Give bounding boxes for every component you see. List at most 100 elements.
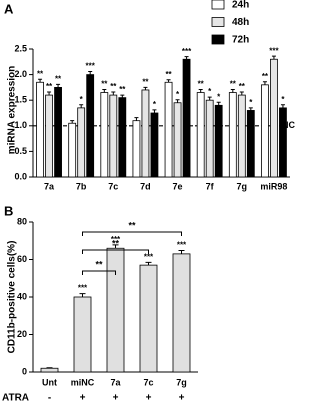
legend-label: 48h: [232, 17, 249, 28]
significance-label: **: [37, 69, 44, 78]
error-bar: [79, 104, 84, 108]
significance-label: ***: [177, 241, 187, 250]
treatment-label: ATRA: [2, 393, 29, 404]
error-bar: [175, 99, 180, 103]
x-tick-label: miNC: [71, 377, 95, 387]
bar: [279, 107, 287, 178]
legend-label: 24h: [232, 0, 249, 11]
y-tick-label: 0: [22, 366, 27, 376]
error-bar: [46, 367, 53, 369]
error-bar: [166, 79, 171, 83]
x-tick-label: 7c: [108, 181, 118, 191]
legend-swatch: [211, 34, 225, 45]
significance-label: ***: [86, 62, 96, 71]
bar: [205, 99, 214, 178]
y-tick-label: 80: [17, 216, 27, 226]
treatment-sign: -: [48, 393, 51, 404]
error-bar: [111, 91, 116, 96]
x-tick-label: 7d: [140, 181, 151, 191]
error-bar: [120, 94, 125, 98]
legend-swatch: [211, 17, 225, 27]
error-bar: [271, 55, 276, 60]
significance-label: **: [55, 74, 62, 83]
treatment-sign: +: [146, 393, 152, 404]
figure: A B miRNA expression CD11b-positive cell…: [2, 0, 295, 404]
error-bar: [280, 104, 285, 108]
significance-label: **: [101, 80, 108, 89]
x-tick-label: 7e: [173, 181, 183, 191]
x-tick-label: 7a: [110, 377, 121, 387]
treatment-sign: +: [80, 393, 86, 404]
bar: [100, 92, 109, 178]
significance-label: *: [208, 87, 212, 96]
significance-label: *: [153, 100, 157, 109]
bar: [228, 92, 237, 178]
bar: [182, 58, 191, 178]
legend-label: 72h: [232, 35, 249, 46]
y-axis-label: miRNA expression: [7, 66, 18, 155]
significance-label: ***: [144, 252, 154, 261]
significance-label: **: [230, 80, 237, 89]
bar: [172, 253, 191, 373]
significance-label: *: [217, 92, 221, 101]
significance-label: ***: [182, 47, 192, 56]
x-tick-label: 7a: [44, 181, 55, 191]
error-bar: [56, 83, 61, 88]
y-tick-label: 60: [17, 254, 27, 264]
significance-label: *: [249, 98, 253, 107]
y-tick-label: 0.5: [14, 146, 27, 156]
bar: [261, 84, 269, 178]
error-bar: [47, 91, 52, 96]
error-bar: [88, 71, 93, 75]
comparison-label: **: [112, 238, 120, 248]
significance-label: **: [239, 82, 246, 91]
error-bar: [230, 88, 235, 93]
significance-label: **: [142, 78, 149, 87]
bar: [141, 89, 150, 178]
y-tick-label: 1.5: [14, 95, 27, 105]
comparison-bracket: [82, 231, 182, 236]
significance-label: **: [119, 85, 126, 94]
reference-label: NC: [282, 120, 295, 130]
bar: [270, 58, 278, 178]
significance-label: ***: [111, 235, 121, 244]
bar: [36, 81, 44, 178]
error-bar: [70, 120, 75, 124]
significance-label: ***: [78, 284, 88, 293]
bar: [68, 122, 77, 178]
error-bar: [38, 78, 43, 83]
bar: [106, 247, 125, 373]
error-bar: [112, 244, 119, 249]
error-bar: [262, 81, 267, 85]
x-tick-label: 7c: [143, 377, 153, 387]
error-bar: [207, 96, 212, 101]
error-bar: [152, 109, 157, 113]
x-tick-label: Unt: [42, 377, 57, 387]
bar: [214, 104, 223, 178]
x-tick-label: miR98: [260, 181, 287, 191]
significance-label: ***: [269, 46, 279, 55]
y-tick-label: 40: [17, 291, 27, 301]
error-bar: [239, 91, 244, 96]
bar: [237, 94, 246, 178]
panel-label: A: [4, 1, 14, 16]
y-tick-label: 2.0: [14, 69, 27, 79]
legend-swatch: [211, 0, 225, 10]
error-bar: [198, 88, 203, 93]
bar: [54, 87, 62, 178]
significance-label: **: [46, 82, 53, 91]
significance-label: **: [165, 70, 172, 79]
bar: [139, 264, 158, 373]
significance-label: **: [198, 80, 205, 89]
panel-label: B: [4, 203, 13, 218]
bar: [196, 92, 205, 178]
bar: [86, 74, 95, 178]
treatment-sign: +: [113, 393, 119, 404]
y-tick-label: 20: [17, 329, 27, 339]
bar: [40, 367, 59, 373]
bar: [132, 120, 141, 178]
comparison-label: **: [128, 220, 136, 230]
bar: [109, 94, 118, 178]
bar: [173, 102, 182, 178]
bar: [150, 112, 159, 178]
